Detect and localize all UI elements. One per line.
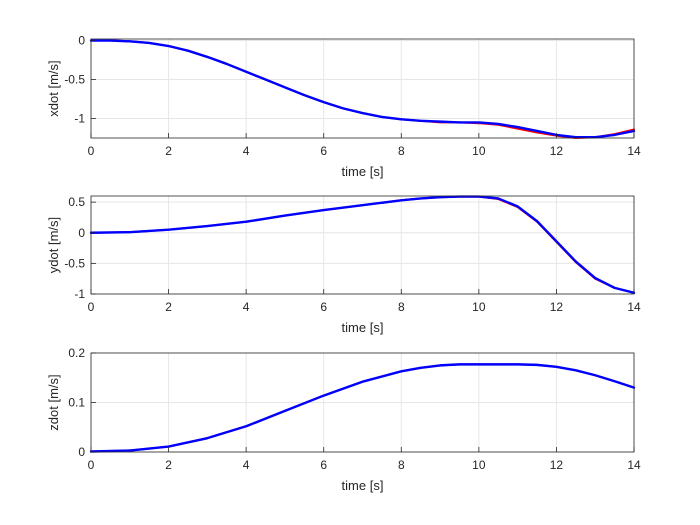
- y-tick-label: -1: [74, 112, 85, 126]
- x-tick-label: 6: [320, 300, 327, 314]
- x-tick-label: 8: [398, 144, 405, 158]
- y-tick-label: 0.5: [68, 195, 85, 209]
- x-tick-label: 12: [550, 144, 564, 158]
- x-tick-label: 2: [165, 300, 172, 314]
- y-tick-label: 0.1: [68, 396, 85, 410]
- y-tick-label: -0.5: [64, 73, 85, 87]
- series-line-2: [89, 39, 636, 139]
- x-axis-label: time [s]: [342, 478, 384, 493]
- y-tick-label: 0: [78, 34, 85, 48]
- y-tick-label: 0: [78, 445, 85, 459]
- y-axis-label: xdot [m/s]: [46, 60, 61, 116]
- x-tick-label: 8: [398, 300, 405, 314]
- y-tick-label: -1: [74, 287, 85, 301]
- subplot-2: 0 2 4 6 8 10 12 14 0.5 0 -0.5 -1 time [s] ydot [m/s]: [46, 195, 641, 335]
- axes-box: [90, 195, 635, 295]
- x-tick-label: 2: [165, 144, 172, 158]
- x-tick-label: 4: [243, 300, 250, 314]
- x-tick-label: 6: [320, 458, 327, 472]
- x-tick-label: 10: [472, 458, 486, 472]
- plot-area: [91, 39, 634, 138]
- x-tick-label: 4: [243, 144, 250, 158]
- y-tick-label: -0.5: [64, 256, 85, 270]
- x-tick-label: 6: [320, 144, 327, 158]
- x-tick-label: 4: [243, 458, 250, 472]
- y-tick-label: 0: [78, 226, 85, 240]
- x-tick-label: 10: [472, 300, 486, 314]
- subplot-3: 0 2 4 6 8 10 12 14 0.2 0.1 0 time [s] zdot [m/s]: [46, 346, 641, 493]
- x-tick-label: 8: [398, 458, 405, 472]
- axes-box: [90, 38, 635, 139]
- x-tick-label: 0: [88, 458, 95, 472]
- x-tick-label: 12: [550, 458, 564, 472]
- y-axis-label: ydot [m/s]: [46, 217, 61, 273]
- x-tick-label: 0: [88, 300, 95, 314]
- x-axis-label: time [s]: [342, 164, 384, 179]
- y-tick-label: 0.2: [68, 346, 85, 360]
- x-tick-label: 12: [550, 300, 564, 314]
- x-tick-label: 10: [472, 144, 486, 158]
- series-line-2: [89, 195, 636, 294]
- x-tick-label: 14: [627, 300, 641, 314]
- x-tick-label: 14: [627, 458, 641, 472]
- series-line-2: [89, 363, 636, 453]
- y-axis-label: zdot [m/s]: [46, 374, 61, 430]
- subplot-1: 0 2 4 6 8 10 12 14 0 -0.5 -1 time [s] xdot [m/s]: [46, 34, 641, 179]
- x-tick-label: 2: [165, 458, 172, 472]
- x-tick-label: 14: [627, 144, 641, 158]
- x-tick-label: 0: [88, 144, 95, 158]
- plot-area: [91, 196, 634, 294]
- x-axis-label: time [s]: [342, 320, 384, 335]
